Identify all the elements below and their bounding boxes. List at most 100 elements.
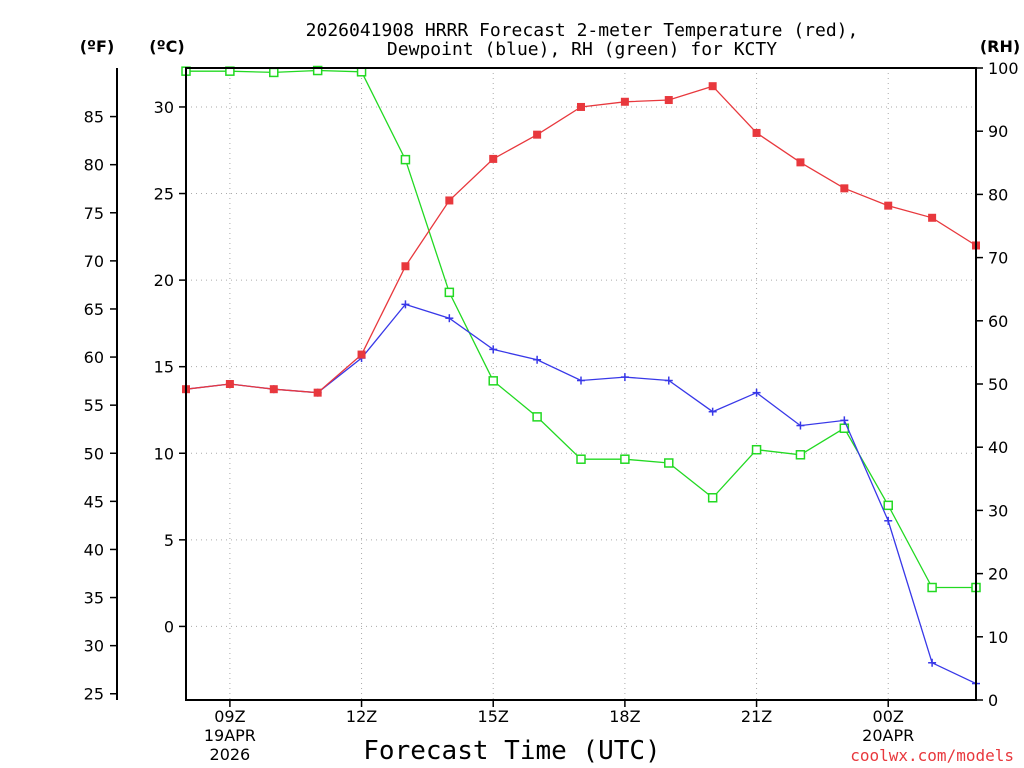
fahrenheit-tick-label: 40 [84,540,104,559]
rh-tick-label: 20 [988,565,1008,584]
series-layer [181,65,981,688]
dewpoint-point [401,300,410,309]
rh-point [795,450,806,460]
rh-axis: 0 10 20 30 40 50 60 70 80 90 100 [976,59,1019,710]
dewpoint-point [445,314,454,323]
dewpoint-point [533,355,542,364]
temperature-point [796,158,805,167]
fahrenheit-tick-label: 25 [84,685,104,704]
dewpoint-point [708,407,717,416]
x-tick-label: 12Z [346,707,377,726]
rh-point [883,500,893,511]
celsius-tick-label: 20 [154,271,174,290]
x-tick-label-year: 2026 [210,745,251,764]
dewpoint-point [884,516,893,525]
rh-point [269,67,279,78]
temperature-point [884,201,893,210]
celsius-unit-label: (ºC) [149,37,184,56]
rh-point [444,287,455,298]
rh-point [400,154,411,165]
fahrenheit-tick-label: 50 [84,444,104,463]
temperature-line [185,85,977,394]
x-tick-label: 15Z [478,707,509,726]
temperature-point [313,388,322,397]
temperature-point [445,196,454,205]
fahrenheit-tick-label: 75 [84,204,104,223]
fahrenheit-tick-label: 60 [84,348,104,367]
rh-point [707,493,718,503]
fahrenheit-tick-label: 80 [84,156,104,175]
x-tick-label-date: 20APR [862,726,914,745]
dewpoint-point [752,388,761,397]
celsius-tick-label: 10 [154,444,174,463]
rh-point [488,376,498,386]
rh-tick-label: 30 [988,501,1008,520]
rh-point [576,454,586,464]
fahrenheit-axis: 25 30 35 40 45 50 55 60 65 70 75 80 85 [84,68,118,704]
chart-title-line1: 2026041908 HRRR Forecast 2-meter Tempera… [306,20,859,41]
dewpoint-point [620,373,629,382]
fahrenheit-tick-label: 45 [84,492,104,511]
fahrenheit-tick-label: 35 [84,589,104,608]
celsius-tick-label: 5 [164,531,174,550]
rh-tick-label: 0 [988,691,998,710]
x-tick-label: 00Z [873,707,904,726]
rh-point [620,454,630,464]
rh-point [927,582,937,593]
rh-tick-label: 70 [988,249,1008,268]
temperature-point [620,97,629,106]
temperature-point [357,350,366,359]
fahrenheit-unit-label: (ºF) [80,37,115,56]
fahrenheit-tick-label: 65 [84,300,104,319]
dewpoint-point [928,658,937,667]
fahrenheit-tick-label: 30 [84,637,104,656]
rh-tick-label: 90 [988,122,1008,141]
rh-tick-label: 60 [988,312,1008,331]
rh-line [186,69,976,589]
temperature-point [577,102,585,111]
temperature-point [664,96,673,105]
celsius-axis: 0 5 10 15 20 25 30 [154,98,186,636]
temperature-point [928,213,937,222]
celsius-tick-label: 15 [154,358,174,377]
x-tick-label-date: 19APR [204,726,256,745]
dewpoint-point [796,421,805,430]
rh-point [532,412,542,422]
temperature-point [225,380,234,388]
temperature-point [401,262,410,271]
rh-point [664,458,674,468]
celsius-tick-label: 25 [154,185,174,204]
rh-point [751,444,762,455]
dewpoint-point [489,345,498,354]
x-tick-label: 09Z [214,707,245,726]
x-tick-label: 21Z [741,707,772,726]
dewpoint-point [840,416,849,425]
celsius-tick-label: 30 [154,98,174,117]
dewpoint-point [577,376,585,385]
temperature-point [533,130,542,139]
credit-text: coolwx.com/models [850,746,1014,765]
rh-point [312,65,323,76]
temperature-point [708,82,717,91]
temperature-point [840,184,849,193]
fahrenheit-tick-label: 85 [84,108,104,127]
temperature-point [752,128,761,137]
rh-tick-label: 100 [988,59,1019,78]
plot-frame [185,67,977,701]
celsius-tick-label: 0 [164,617,174,636]
temperature-point [269,385,278,394]
rh-unit-label: (RH) [980,37,1020,56]
x-axis-title: Forecast Time (UTC) [363,736,660,766]
chart-title-line2: Dewpoint (blue), RH (green) for KCTY [387,39,777,60]
x-tick-label: 18Z [609,707,640,726]
rh-tick-label: 80 [988,185,1008,204]
temperature-point [489,154,498,163]
dewpoint-point [664,376,673,385]
rh-tick-label: 10 [988,628,1008,647]
rh-tick-label: 40 [988,438,1008,457]
rh-tick-label: 50 [988,375,1008,394]
fahrenheit-tick-label: 70 [84,252,104,271]
fahrenheit-tick-label: 55 [84,396,104,415]
